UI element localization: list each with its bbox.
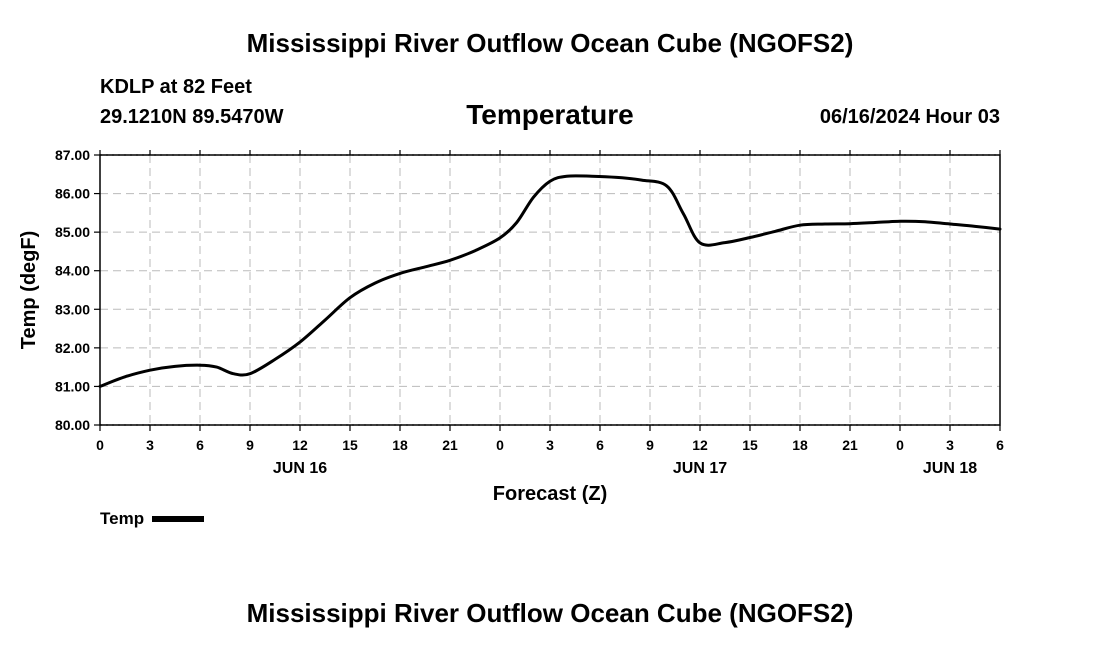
x-tick-label: 6 [196,437,204,453]
x-tick-label: 18 [392,437,408,453]
x-tick-label: 12 [292,437,308,453]
x-tick-label: 15 [342,437,358,453]
x-tick-label: 21 [442,437,458,453]
legend-swatch [152,516,205,522]
chart-title: Temperature [466,99,634,130]
x-tick-label: 3 [146,437,154,453]
day-label: JUN 17 [673,460,727,477]
x-tick-label: 0 [496,437,504,453]
day-label: JUN 16 [273,460,327,477]
y-tick-label: 84.00 [55,263,90,279]
y-tick-label: 87.00 [55,147,90,163]
x-tick-label: 21 [842,437,858,453]
main-title: Mississippi River Outflow Ocean Cube (NG… [246,28,854,58]
day-label: JUN 18 [923,460,977,477]
station-label: KDLP at 82 Feet [100,76,252,98]
temp-series-line [98,174,1002,388]
footer-title: Mississippi River Outflow Ocean Cube (NG… [246,598,854,628]
x-tick-label: 3 [546,437,554,453]
forecast-datetime: 06/16/2024 Hour 03 [819,106,1000,128]
legend-label: Temp [100,509,145,528]
coordinates-label: 29.1210N 89.5470W [100,106,284,128]
x-axis-label: Forecast (Z) [493,483,607,505]
y-tick-label: 85.00 [55,224,90,240]
legend: Temp [100,509,205,529]
x-tick-label: 6 [596,437,604,453]
x-tick-label: 6 [996,437,1004,453]
x-tick-label: 0 [96,437,104,453]
y-tick-label: 83.00 [55,301,90,317]
day-labels: JUN 16 JUN 17 JUN 18 [273,460,977,477]
x-tick-labels: 0 3 6 9 12 15 18 21 0 3 6 9 12 15 18 21 0 3 6 [96,437,1004,453]
y-tick-label: 80.00 [55,417,90,433]
y-tick-labels: 80.00 81.00 82.00 83.00 84.00 85.00 86.00 87.00 [55,147,90,433]
plot-frame [99,154,1001,426]
gridlines [100,154,1000,426]
x-tick-label: 9 [646,437,654,453]
tick-marks [94,150,1001,431]
x-tick-label: 3 [946,437,954,453]
x-tick-label: 18 [792,437,808,453]
x-tick-label: 0 [896,437,904,453]
y-axis-label: Temp (degF) [18,231,40,350]
y-tick-label: 82.00 [55,340,90,356]
y-tick-label: 81.00 [55,378,90,394]
x-tick-label: 12 [692,437,708,453]
x-tick-label: 9 [246,437,254,453]
x-tick-label: 15 [742,437,758,453]
y-tick-label: 86.00 [55,186,90,202]
